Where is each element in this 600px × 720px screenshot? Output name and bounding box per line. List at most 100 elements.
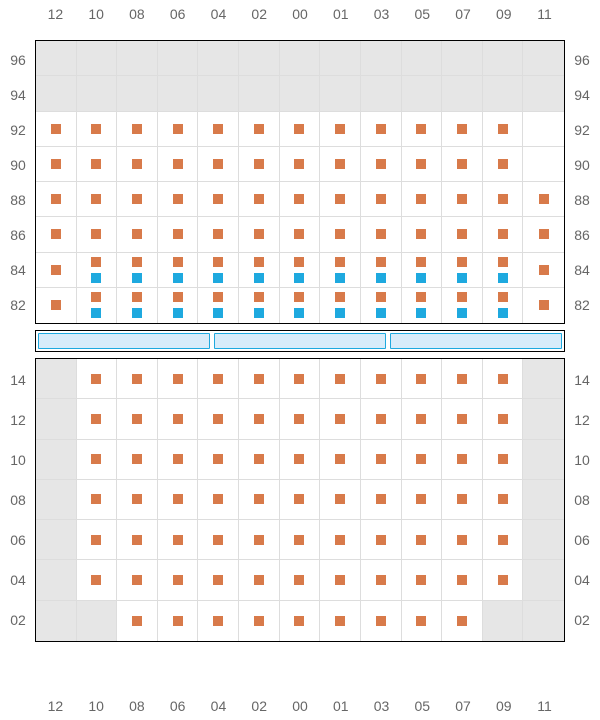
seat-orange[interactable] — [91, 575, 101, 585]
seat-blue[interactable] — [376, 308, 386, 318]
seat-orange[interactable] — [132, 535, 142, 545]
seat-orange[interactable] — [498, 535, 508, 545]
seat-orange[interactable] — [173, 494, 183, 504]
seat-orange[interactable] — [335, 257, 345, 267]
seat-orange[interactable] — [335, 159, 345, 169]
seat-orange[interactable] — [254, 292, 264, 302]
seat-orange[interactable] — [213, 374, 223, 384]
seat-orange[interactable] — [294, 374, 304, 384]
seat-orange[interactable] — [173, 616, 183, 626]
seat-orange[interactable] — [294, 257, 304, 267]
seat-orange[interactable] — [416, 292, 426, 302]
seat-orange[interactable] — [213, 494, 223, 504]
seat-orange[interactable] — [294, 229, 304, 239]
seat-orange[interactable] — [213, 616, 223, 626]
seat-orange[interactable] — [416, 257, 426, 267]
seat-orange[interactable] — [254, 374, 264, 384]
seat-orange[interactable] — [173, 575, 183, 585]
seat-blue[interactable] — [294, 308, 304, 318]
seat-orange[interactable] — [457, 414, 467, 424]
seat-orange[interactable] — [173, 159, 183, 169]
seat-blue[interactable] — [376, 273, 386, 283]
seat-orange[interactable] — [173, 414, 183, 424]
seat-blue[interactable] — [173, 273, 183, 283]
seat-orange[interactable] — [91, 292, 101, 302]
seat-orange[interactable] — [294, 414, 304, 424]
seat-blue[interactable] — [91, 273, 101, 283]
seat-blue[interactable] — [294, 273, 304, 283]
seat-orange[interactable] — [457, 374, 467, 384]
seat-orange[interactable] — [294, 616, 304, 626]
seat-blue[interactable] — [132, 308, 142, 318]
seat-orange[interactable] — [213, 159, 223, 169]
seat-orange[interactable] — [498, 257, 508, 267]
seat-orange[interactable] — [416, 575, 426, 585]
seat-orange[interactable] — [376, 229, 386, 239]
seat-orange[interactable] — [457, 454, 467, 464]
seat-orange[interactable] — [416, 374, 426, 384]
seat-blue[interactable] — [213, 308, 223, 318]
seat-orange[interactable] — [416, 194, 426, 204]
seat-blue[interactable] — [254, 308, 264, 318]
seat-blue[interactable] — [132, 273, 142, 283]
seat-orange[interactable] — [498, 494, 508, 504]
seat-orange[interactable] — [457, 535, 467, 545]
seat-orange[interactable] — [335, 414, 345, 424]
seat-orange[interactable] — [91, 414, 101, 424]
seat-orange[interactable] — [294, 194, 304, 204]
seat-orange[interactable] — [335, 535, 345, 545]
seat-orange[interactable] — [132, 414, 142, 424]
seat-orange[interactable] — [457, 257, 467, 267]
seat-orange[interactable] — [254, 159, 264, 169]
seat-orange[interactable] — [254, 414, 264, 424]
seat-orange[interactable] — [457, 194, 467, 204]
seat-orange[interactable] — [416, 454, 426, 464]
seat-blue[interactable] — [498, 308, 508, 318]
seat-orange[interactable] — [376, 414, 386, 424]
seat-orange[interactable] — [416, 159, 426, 169]
seat-orange[interactable] — [376, 535, 386, 545]
seat-orange[interactable] — [132, 194, 142, 204]
seat-orange[interactable] — [498, 194, 508, 204]
seat-orange[interactable] — [498, 575, 508, 585]
seat-orange[interactable] — [376, 616, 386, 626]
seat-orange[interactable] — [457, 575, 467, 585]
seat-orange[interactable] — [335, 229, 345, 239]
seat-orange[interactable] — [294, 494, 304, 504]
seat-blue[interactable] — [173, 308, 183, 318]
seat-blue[interactable] — [457, 308, 467, 318]
seat-orange[interactable] — [132, 124, 142, 134]
seat-orange[interactable] — [213, 257, 223, 267]
seat-orange[interactable] — [376, 374, 386, 384]
seat-orange[interactable] — [51, 194, 61, 204]
seat-orange[interactable] — [91, 159, 101, 169]
seat-orange[interactable] — [294, 159, 304, 169]
seat-orange[interactable] — [498, 229, 508, 239]
seat-orange[interactable] — [132, 494, 142, 504]
seat-orange[interactable] — [254, 194, 264, 204]
seat-orange[interactable] — [213, 124, 223, 134]
seat-blue[interactable] — [335, 308, 345, 318]
seat-orange[interactable] — [173, 194, 183, 204]
seat-orange[interactable] — [51, 265, 61, 275]
seat-orange[interactable] — [376, 494, 386, 504]
seat-orange[interactable] — [498, 159, 508, 169]
seat-orange[interactable] — [213, 229, 223, 239]
seat-orange[interactable] — [91, 229, 101, 239]
seat-orange[interactable] — [213, 575, 223, 585]
seat-orange[interactable] — [457, 292, 467, 302]
seat-orange[interactable] — [335, 374, 345, 384]
seat-orange[interactable] — [91, 124, 101, 134]
seat-orange[interactable] — [294, 292, 304, 302]
seat-orange[interactable] — [254, 535, 264, 545]
seat-blue[interactable] — [91, 308, 101, 318]
seat-orange[interactable] — [416, 494, 426, 504]
seat-orange[interactable] — [254, 616, 264, 626]
seat-orange[interactable] — [498, 454, 508, 464]
seat-orange[interactable] — [132, 575, 142, 585]
seat-orange[interactable] — [376, 454, 386, 464]
seat-orange[interactable] — [294, 535, 304, 545]
seat-blue[interactable] — [335, 273, 345, 283]
seat-orange[interactable] — [416, 616, 426, 626]
seat-orange[interactable] — [539, 194, 549, 204]
